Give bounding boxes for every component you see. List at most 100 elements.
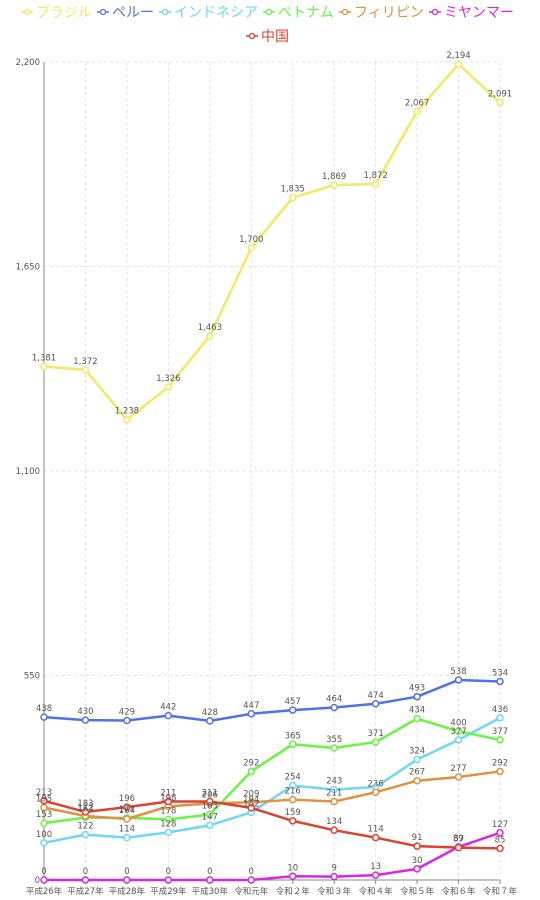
legend-marker-point — [161, 8, 169, 16]
data-label: 377 — [492, 727, 508, 737]
x-tick-label: 令和５年 — [400, 886, 435, 897]
data-point — [81, 808, 90, 816]
data-point — [330, 703, 338, 712]
data-point — [123, 415, 131, 424]
legend-entry-label: ベトナム — [278, 5, 334, 21]
data-label: 0 — [124, 867, 129, 877]
y-tick-label: 1,100 — [16, 467, 40, 477]
data-label: 0 — [83, 867, 88, 877]
x-tick-label: 平成30年 — [192, 886, 229, 897]
data-label: 1,381 — [32, 354, 56, 364]
data-label: 534 — [492, 668, 508, 678]
data-point — [288, 193, 297, 202]
data-label: 211 — [160, 789, 176, 799]
data-point — [454, 727, 463, 736]
data-point — [288, 817, 297, 825]
data-label: 377 — [450, 727, 466, 737]
data-label: 172 — [77, 803, 93, 813]
data-point — [206, 797, 214, 806]
data-label: 127 — [492, 820, 508, 830]
data-point — [81, 716, 90, 724]
data-point — [454, 773, 463, 781]
x-tick-label: 令和３年 — [317, 886, 352, 897]
data-label: 198 — [160, 793, 176, 803]
data-label: 236 — [368, 779, 384, 789]
data-label: 436 — [492, 705, 508, 715]
data-label: 209 — [243, 789, 259, 799]
data-point — [247, 710, 256, 718]
data-label: 153 — [36, 810, 52, 820]
data-label: 277 — [450, 764, 466, 774]
data-label: 429 — [119, 707, 135, 717]
data-label: 211 — [326, 789, 342, 799]
data-point — [496, 714, 504, 722]
data-label: 182 — [243, 799, 259, 809]
data-point — [81, 876, 90, 884]
data-label: 159 — [285, 808, 301, 818]
data-point — [40, 839, 48, 847]
data-point — [330, 797, 338, 806]
data-point — [40, 797, 48, 805]
y-tick-label: 2,200 — [16, 58, 40, 68]
data-label: 1,700 — [239, 235, 263, 245]
data-point — [330, 744, 338, 752]
data-point — [371, 180, 380, 188]
data-point — [247, 876, 256, 884]
data-point — [123, 716, 131, 725]
series-line-4 — [43, 770, 501, 821]
data-point — [371, 871, 380, 879]
y-tick-label: 1,650 — [16, 263, 40, 273]
data-point — [371, 833, 380, 842]
data-point — [206, 810, 214, 819]
data-point — [496, 767, 504, 776]
data-point — [164, 828, 173, 837]
data-point — [413, 755, 421, 764]
data-label: 254 — [285, 773, 301, 783]
legend-entry-label: ペルー — [112, 5, 154, 21]
data-point — [454, 843, 463, 852]
data-point — [413, 865, 421, 873]
data-label: 194 — [243, 795, 259, 805]
data-label: 122 — [77, 822, 93, 832]
x-tick-label: 平成26年 — [26, 886, 63, 897]
data-point — [247, 244, 256, 252]
data-label: 1,872 — [363, 171, 387, 181]
data-point — [371, 700, 380, 708]
data-label: 128 — [160, 819, 176, 829]
data-label: 0 — [166, 867, 171, 877]
data-label: 1,326 — [156, 374, 180, 384]
data-point — [413, 842, 421, 850]
data-label: 0 — [207, 867, 212, 877]
series-line-5 — [44, 831, 501, 882]
axes: 0 550 1,100 1,650 2,200 平成26年 平成27年 平成28年 平成29年平… — [16, 58, 518, 897]
data-point — [164, 797, 173, 806]
legend-marker-point — [248, 32, 256, 40]
data-label: 85 — [495, 835, 506, 845]
data-point — [413, 692, 421, 701]
x-tick-label: 平成27年 — [67, 886, 104, 897]
legend-marker-point — [23, 8, 31, 16]
data-label: 324 — [409, 747, 425, 757]
data-label: 1,372 — [73, 357, 97, 367]
data-label: 213 — [36, 788, 52, 798]
data-point — [123, 876, 131, 884]
data-point — [40, 713, 48, 721]
y-tick-label: 0 — [35, 876, 40, 886]
data-label: 147 — [202, 812, 218, 822]
data-label: 30 — [412, 856, 423, 866]
data-label: 91 — [412, 833, 423, 843]
data-point — [123, 833, 131, 842]
data-point — [454, 676, 463, 684]
data-label: 89 — [453, 834, 464, 844]
series-line-3 — [43, 717, 501, 825]
data-point — [40, 819, 48, 827]
x-tick-label: 令和７年 — [483, 886, 518, 897]
x-tick-label: 令和２年 — [276, 886, 311, 897]
data-label: 2,194 — [446, 51, 470, 61]
data-point — [206, 876, 214, 884]
data-label: 0 — [41, 867, 46, 877]
data-label: 267 — [409, 768, 425, 778]
data-point — [81, 830, 90, 839]
